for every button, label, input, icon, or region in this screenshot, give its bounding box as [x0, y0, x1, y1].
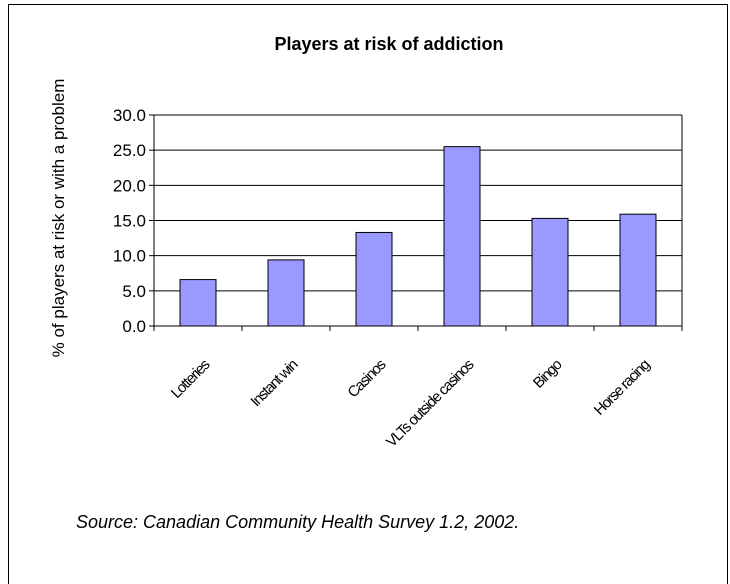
x-tick-label: Horse racing — [591, 356, 654, 419]
bar-vlts-outside-casinos — [443, 146, 481, 327]
x-tick-label: Lotteries — [168, 356, 214, 402]
y-tick-label: 20.0 — [113, 176, 146, 195]
axes — [149, 114, 683, 331]
source-note: Source: Canadian Community Health Survey… — [76, 512, 520, 532]
y-tick-labels: 0.0 5.0 10.0 15.0 20.0 25.0 30.0 — [113, 106, 146, 336]
y-tick-label: 5.0 — [122, 282, 146, 301]
y-tick-label: 25.0 — [113, 141, 146, 160]
x-tick-label: Casinos — [344, 356, 389, 401]
bar-horse-racing — [619, 213, 657, 327]
chart-frame — [8, 4, 728, 584]
y-tick-label: 30.0 — [113, 106, 146, 125]
y-axis-label: % of players at risk or with a problem — [49, 79, 68, 358]
y-tick-label: 15.0 — [113, 212, 146, 231]
gridlines — [154, 114, 682, 292]
x-tick-label: Instant win — [247, 356, 301, 410]
chart-title: Players at risk of addiction — [274, 34, 503, 54]
bar-instant-win — [267, 259, 305, 327]
y-tick-label: 0.0 — [122, 317, 146, 336]
bar-lotteries — [179, 279, 217, 327]
y-tick-label: 10.0 — [113, 247, 146, 266]
x-tick-label: Bingo — [530, 356, 566, 392]
bars — [179, 146, 657, 327]
x-tick-label: VLTs outside casinos — [383, 356, 477, 450]
bar-casinos — [355, 231, 393, 327]
bar-chart: Players at risk of addiction % of player… — [49, 34, 683, 451]
bar-bingo — [531, 217, 569, 327]
